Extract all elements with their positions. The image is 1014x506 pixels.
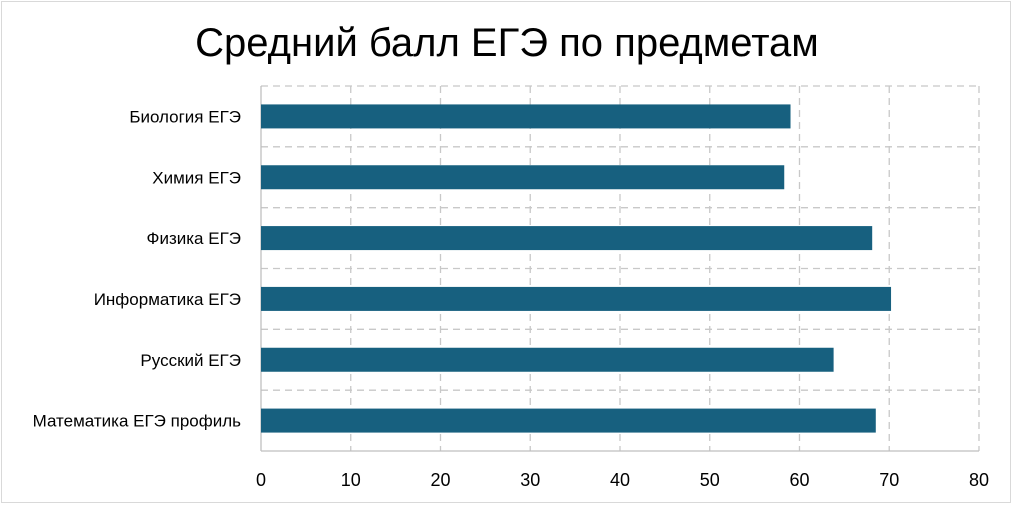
bar: [261, 408, 876, 433]
x-tick-label: 60: [789, 470, 809, 490]
x-tick-label: 70: [879, 470, 899, 490]
category-label: Математика ЕГЭ профиль: [33, 412, 242, 431]
x-tick-label: 80: [969, 470, 989, 490]
x-tick-label: 0: [256, 470, 266, 490]
bar: [261, 104, 791, 129]
bar: [261, 286, 892, 311]
x-tick-label: 10: [341, 470, 361, 490]
bar: [261, 347, 834, 372]
bar: [261, 226, 873, 251]
category-label: Информатика ЕГЭ: [94, 290, 241, 309]
category-label: Физика ЕГЭ: [147, 229, 241, 248]
x-tick-label: 20: [430, 470, 450, 490]
category-label: Биология ЕГЭ: [129, 107, 241, 126]
category-label: Химия ЕГЭ: [152, 168, 241, 187]
x-tick-label: 40: [610, 470, 630, 490]
x-tick-label: 50: [700, 470, 720, 490]
x-tick-label: 30: [520, 470, 540, 490]
bar: [261, 165, 785, 190]
category-label: Русский ЕГЭ: [140, 351, 241, 370]
chart-title: Средний балл ЕГЭ по предметам: [195, 21, 819, 65]
